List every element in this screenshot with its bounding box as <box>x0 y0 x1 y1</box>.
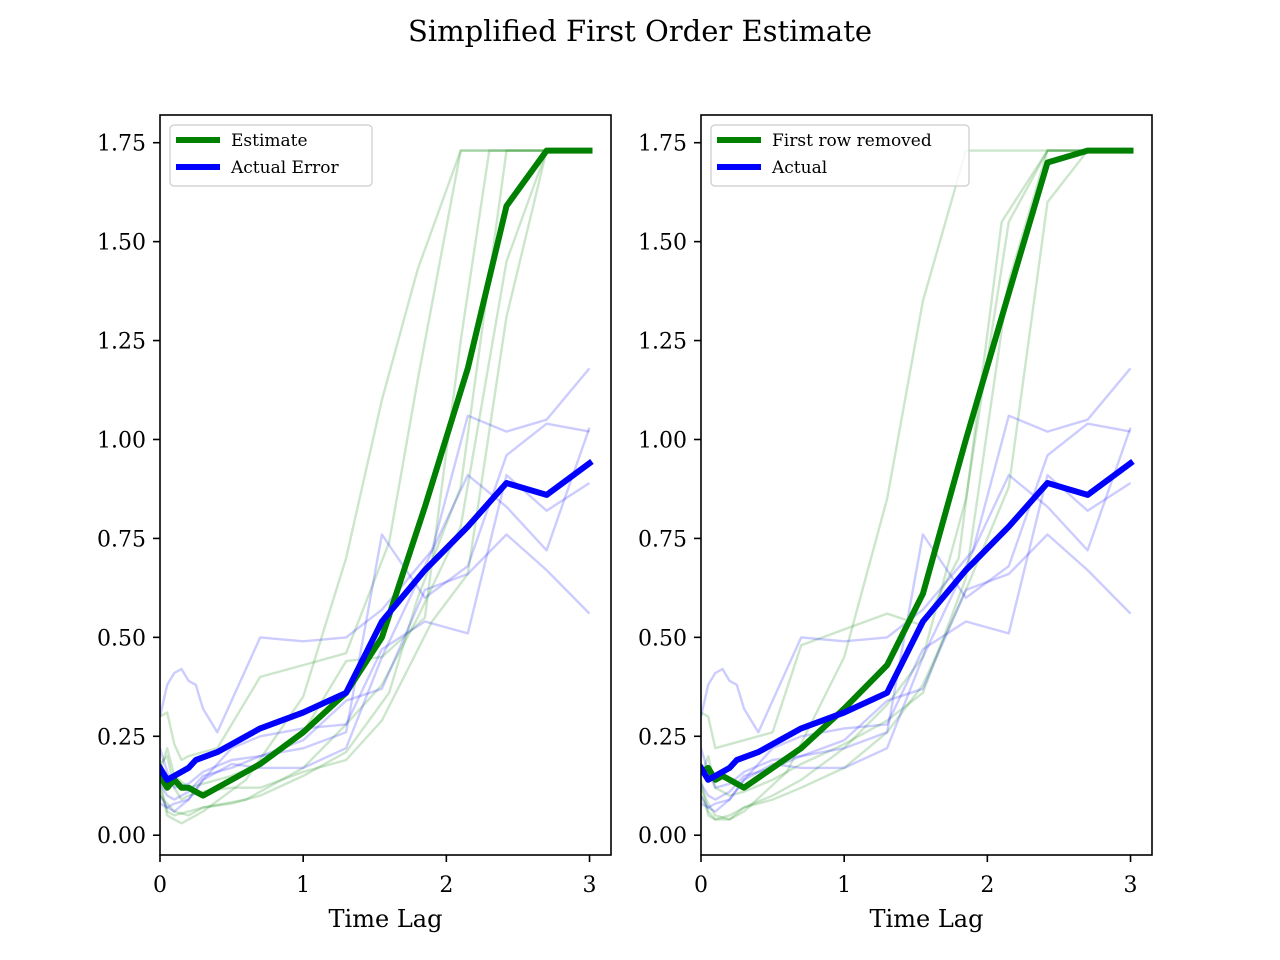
background-line-8 <box>701 427 1132 813</box>
y-tick-label: 0.75 <box>97 527 146 552</box>
background-line-7 <box>701 422 1131 789</box>
legend: First row removed Actual <box>710 124 970 187</box>
background-line-4 <box>701 149 1131 797</box>
y-tick-label: 0.50 <box>97 626 146 651</box>
main-lines <box>160 147 594 799</box>
y-tick-label: 0.50 <box>638 626 687 651</box>
y-tick-label: 0.75 <box>638 527 687 552</box>
background-line-9 <box>701 533 1132 801</box>
background-line-8 <box>160 422 590 789</box>
figure-title: Simplified First Order Estimate <box>408 14 872 48</box>
y-tick-label: 0.00 <box>638 824 687 849</box>
background-line-1 <box>701 149 1131 821</box>
series-line-blue <box>160 459 594 783</box>
y-tick-label: 1.50 <box>638 231 687 256</box>
x-tick-label: 2 <box>439 873 453 898</box>
left-chart-panel: 0 1 2 3 0.00 0.25 0.50 0.75 1.00 1.25 1.50 1.75 Time… <box>97 114 612 933</box>
right-chart-panel: 0 1 2 3 0.00 0.25 0.50 0.75 1.00 1.25 1.50 1.75 Time… <box>638 114 1153 933</box>
x-tick-label: 1 <box>296 873 310 898</box>
background-line-6 <box>160 367 591 734</box>
legend-label: Actual Error <box>230 158 339 178</box>
y-tick-label: 0.25 <box>638 725 687 750</box>
x-tick-label: 1 <box>837 873 851 898</box>
y-tick-label: 0.25 <box>97 725 146 750</box>
background-line-3 <box>160 149 590 817</box>
x-axis-label: Time Lag <box>329 905 443 933</box>
background-line-6 <box>701 473 1132 809</box>
legend-label: First row removed <box>772 131 932 151</box>
legend: Estimate Actual Error <box>169 124 373 187</box>
legend-label: Estimate <box>231 131 308 151</box>
x-tick-label: 3 <box>583 873 597 898</box>
x-tick-label: 2 <box>980 873 994 898</box>
x-axis-label: Time Lag <box>870 905 984 933</box>
background-line-9 <box>160 427 591 813</box>
y-tick-label: 1.75 <box>638 132 687 157</box>
legend-label: Actual <box>771 158 827 178</box>
axes-frame <box>159 114 612 856</box>
y-tick-label: 1.50 <box>97 231 146 256</box>
y-tick-label: 1.25 <box>638 330 687 355</box>
legend-box <box>169 124 373 187</box>
background-line-2 <box>160 149 590 801</box>
main-lines <box>701 147 1135 791</box>
axes-frame <box>700 114 1153 856</box>
y-tick-label: 1.00 <box>97 428 146 453</box>
y-tick-label: 0.00 <box>97 824 146 849</box>
background-line-4 <box>160 149 590 825</box>
series-line-green <box>160 147 593 799</box>
y-tick-label: 1.00 <box>638 428 687 453</box>
background-line-5 <box>701 367 1132 734</box>
series-line-green <box>701 147 1134 791</box>
series-line-blue <box>701 459 1135 783</box>
background-line-2 <box>701 149 1131 821</box>
y-tick-label: 1.25 <box>97 330 146 355</box>
background-line-10 <box>160 533 591 801</box>
y-tick-label: 1.75 <box>97 132 146 157</box>
x-tick-label: 0 <box>153 873 167 898</box>
background-line-0 <box>160 149 590 762</box>
x-tick-label: 3 <box>1124 873 1138 898</box>
legend-box <box>710 124 970 187</box>
x-tick-label: 0 <box>694 873 708 898</box>
background-line-0 <box>701 149 1131 750</box>
background-lines <box>701 149 1132 821</box>
background-line-3 <box>701 149 1131 821</box>
